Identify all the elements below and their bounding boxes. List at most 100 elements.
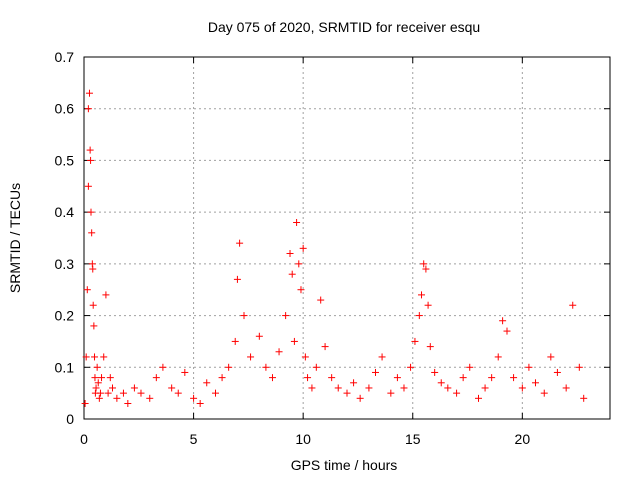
data-point	[350, 379, 358, 387]
data-point	[108, 384, 116, 392]
y-tick-label: 0	[66, 411, 74, 427]
data-point	[510, 374, 518, 382]
data-point	[159, 363, 167, 371]
data-point	[540, 389, 548, 397]
data-point	[293, 218, 301, 226]
data-point	[312, 363, 320, 371]
data-point	[365, 384, 373, 392]
data-point	[295, 260, 303, 268]
data-point	[426, 343, 434, 351]
data-point	[400, 384, 408, 392]
data-point	[91, 374, 99, 382]
data-point	[96, 389, 104, 397]
data-point	[89, 265, 97, 273]
data-point	[343, 389, 351, 397]
data-point	[218, 374, 226, 382]
data-point	[531, 379, 539, 387]
y-tick-label: 0.3	[55, 256, 75, 272]
y-tick-label: 0.7	[55, 49, 75, 65]
data-point	[190, 394, 198, 402]
data-point	[444, 384, 452, 392]
data-point	[130, 384, 138, 392]
data-point	[94, 379, 102, 387]
data-point	[240, 312, 248, 320]
data-point	[137, 389, 145, 397]
x-tick-label: 10	[295, 431, 311, 447]
x-tick-label: 5	[190, 431, 198, 447]
data-point	[328, 374, 336, 382]
data-point	[225, 363, 233, 371]
data-point	[247, 353, 255, 361]
data-point	[503, 327, 511, 335]
data-point	[91, 353, 99, 361]
data-point	[104, 389, 112, 397]
y-tick-label: 0.4	[55, 204, 75, 220]
data-point	[87, 156, 95, 164]
data-point	[84, 182, 92, 190]
data-point	[152, 374, 160, 382]
x-tick-label: 15	[405, 431, 421, 447]
data-point	[174, 389, 182, 397]
data-point	[475, 394, 482, 402]
data-point	[93, 363, 101, 371]
data-point	[518, 384, 526, 392]
data-point	[85, 89, 93, 97]
data-point	[301, 353, 309, 361]
data-point	[268, 374, 276, 382]
y-tick-label: 0.2	[55, 308, 75, 324]
data-point	[299, 244, 307, 252]
data-point	[106, 374, 114, 382]
data-point	[181, 368, 189, 376]
data-point	[418, 291, 426, 299]
data-point	[290, 337, 298, 345]
data-point	[90, 322, 98, 330]
data-point	[286, 250, 294, 258]
data-point	[393, 374, 401, 382]
data-point	[562, 384, 570, 392]
data-point	[83, 286, 91, 294]
data-point	[102, 291, 110, 299]
y-tick-label: 0.1	[55, 359, 75, 375]
data-point	[212, 389, 219, 397]
data-point	[282, 312, 290, 320]
data-point	[459, 374, 467, 382]
x-tick-label: 0	[80, 431, 88, 447]
data-point	[525, 363, 533, 371]
data-point	[92, 384, 100, 392]
chart-title: Day 075 of 2020, SRMTID for receiver esq…	[208, 19, 480, 35]
data-point	[119, 389, 127, 397]
data-point	[411, 337, 419, 345]
data-point	[168, 384, 176, 392]
data-point	[453, 389, 461, 397]
data-point	[356, 394, 364, 402]
data-point	[580, 394, 588, 402]
data-point	[420, 260, 428, 268]
data-point	[87, 208, 95, 216]
data-point	[488, 374, 496, 382]
data-point	[317, 296, 325, 304]
data-point	[387, 389, 395, 397]
plot-frame	[83, 56, 611, 420]
data-point	[262, 363, 270, 371]
data-point	[422, 265, 430, 273]
x-axis-label: GPS time / hours	[291, 457, 398, 473]
data-point	[100, 353, 108, 361]
data-point	[494, 353, 502, 361]
x-tick-label: 20	[515, 431, 531, 447]
data-point	[146, 394, 154, 402]
data-point	[378, 353, 386, 361]
y-axis-label: SRMTID / TECUs	[7, 183, 23, 293]
data-point	[371, 368, 379, 376]
data-point	[86, 146, 94, 154]
data-point	[113, 394, 121, 402]
data-point	[82, 353, 90, 361]
data-point	[196, 399, 204, 407]
data-point	[466, 363, 474, 371]
data-point	[304, 374, 312, 382]
data-point	[334, 384, 342, 392]
data-point	[236, 239, 244, 247]
data-point	[124, 399, 132, 407]
data-point	[499, 317, 507, 325]
data-point	[407, 363, 415, 371]
